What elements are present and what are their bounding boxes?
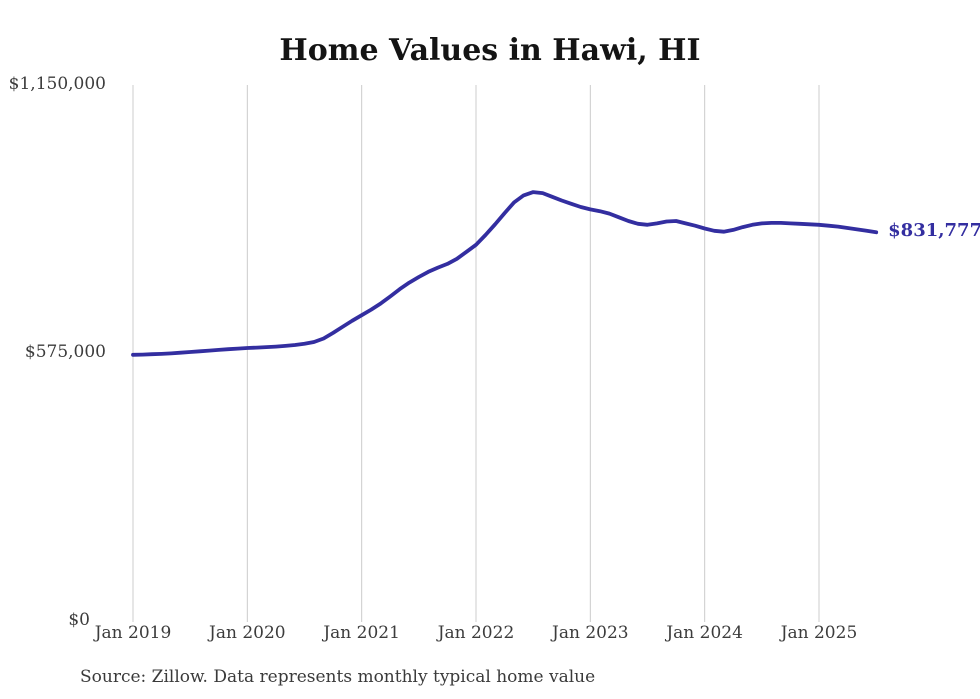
- source-note: Source: Zillow. Data represents monthly …: [80, 667, 596, 687]
- x-tick-label: Jan 2025: [780, 623, 858, 643]
- x-tick-label: Jan 2022: [437, 623, 515, 643]
- chart-title: Home Values in Hawi, HI: [279, 33, 701, 68]
- x-tick-label: Jan 2020: [209, 623, 286, 643]
- end-value-label: $831,777: [888, 220, 980, 242]
- home-value-line: [131, 190, 879, 357]
- x-tick-label: Jan 2023: [552, 623, 629, 643]
- gridlines: [132, 85, 820, 622]
- y-tick-label: $0: [68, 610, 90, 630]
- x-tick-label: Jan 2019: [94, 623, 172, 643]
- x-tick-label: Jan 2024: [666, 623, 743, 643]
- y-tick-label: $1,150,000: [8, 74, 106, 94]
- x-tick-label: Jan 2021: [323, 623, 400, 643]
- y-tick-label: $575,000: [24, 342, 106, 362]
